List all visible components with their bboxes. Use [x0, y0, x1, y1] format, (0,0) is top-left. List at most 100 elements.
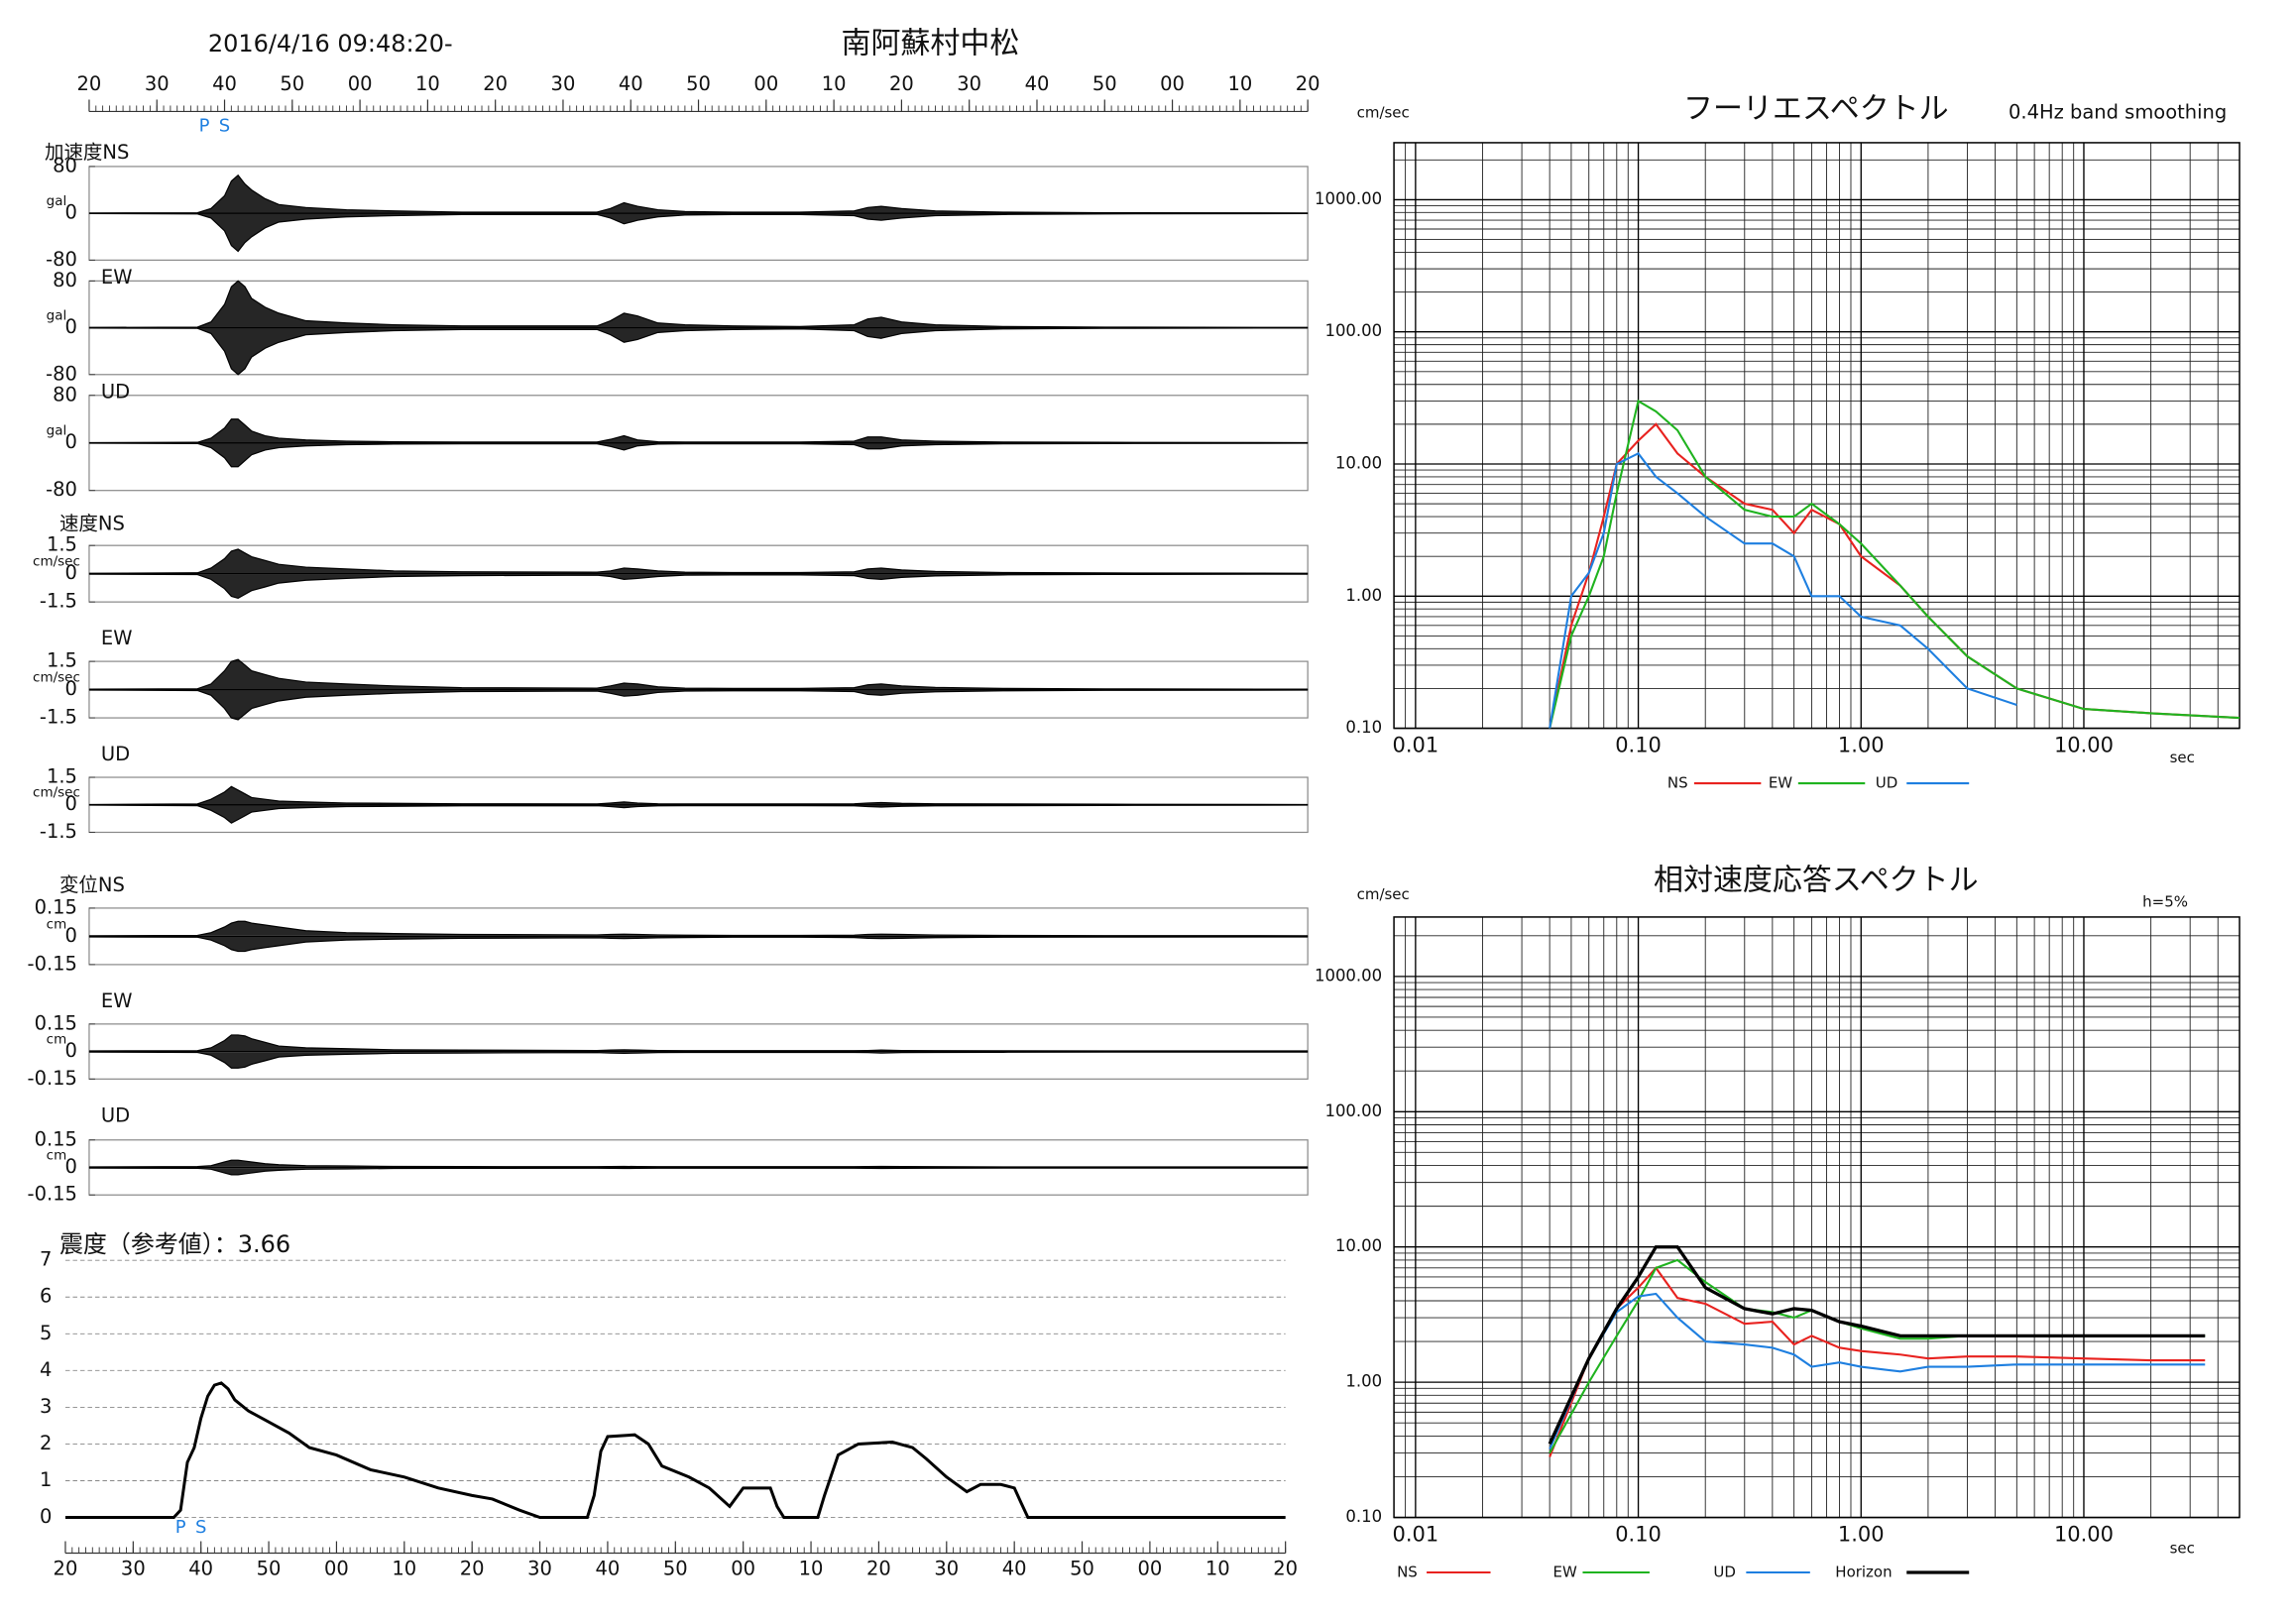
legend-label: EW — [1769, 774, 1792, 792]
y-tick-label: 3 — [40, 1395, 52, 1418]
waveform-envelope — [88, 573, 1309, 600]
panel-label: EW — [101, 989, 133, 1012]
waveform-envelope — [88, 212, 1309, 253]
y-tick-label: 0 — [65, 561, 77, 584]
panel-label: UD — [101, 743, 130, 765]
y-tick-label: 10.00 — [1335, 1236, 1382, 1255]
waveform-envelope — [88, 936, 1309, 953]
legend-label: EW — [1552, 1564, 1576, 1581]
fourier-title: フーリエスペクトル — [1683, 91, 1949, 126]
y-tick-label: 0.15 — [35, 1127, 77, 1150]
waveform-envelope — [88, 280, 1309, 328]
y-tick-label: 1 — [40, 1468, 52, 1491]
x-tick-label: 0.01 — [1393, 734, 1439, 757]
x-tick-label: 30 — [957, 72, 981, 95]
station-title: 南阿蘇村中松 — [841, 27, 1019, 61]
unit-label: cm — [47, 916, 67, 932]
x-tick-label: 00 — [324, 1558, 349, 1580]
panel-label: UD — [101, 1103, 130, 1126]
y-tick-label: 0 — [65, 201, 77, 224]
x-tick-label: 40 — [1002, 1558, 1027, 1580]
y-tick-label: -1.5 — [40, 706, 77, 729]
unit-label: cm — [47, 1032, 67, 1048]
y-tick-label: 0 — [40, 1505, 52, 1528]
x-tick-label: 10 — [799, 1558, 824, 1580]
y-tick-label: 0 — [65, 315, 77, 338]
plot-frame — [1393, 142, 2240, 730]
phase-marker: P — [199, 115, 210, 136]
x-tick-label: 0.10 — [1615, 734, 1662, 757]
panel-label: UD — [101, 380, 130, 403]
y-tick-label: -0.15 — [28, 1067, 77, 1090]
y-tick-label: -80 — [46, 248, 77, 271]
y-tick-label: 100.00 — [1324, 321, 1382, 340]
y-tick-label: 1000.00 — [1315, 966, 1382, 985]
y-tick-label: 1000.00 — [1315, 189, 1382, 208]
x-tick-label: 00 — [1160, 72, 1185, 95]
waveform-envelope — [88, 442, 1309, 468]
response-title: 相対速度応答スペクトル — [1654, 863, 1979, 897]
y-tick-label: 2 — [40, 1432, 52, 1454]
x-tick-label: 30 — [121, 1558, 146, 1580]
intensity-title: 震度（参考値）：3.66 — [59, 1230, 290, 1258]
y-tick-label: 0.10 — [1345, 1507, 1382, 1526]
waveform-envelope — [88, 920, 1309, 937]
y-tick-label: 1.00 — [1345, 586, 1382, 605]
unit-label: gal — [47, 193, 67, 209]
y-tick-label: 5 — [40, 1322, 52, 1344]
unit-label: cm/sec — [33, 554, 80, 570]
panel-label: EW — [101, 627, 133, 649]
x-tick-label: 00 — [348, 72, 373, 95]
y-tick-label: 0 — [65, 1039, 77, 1062]
x-tick-label: 20 — [1273, 1558, 1298, 1580]
waveform-envelope — [88, 1034, 1309, 1052]
panel-label: 加速度NS — [45, 141, 129, 164]
y-tick-label: 0.15 — [35, 895, 77, 918]
y-tick-label: -1.5 — [40, 820, 77, 843]
legend-label: UD — [1713, 1564, 1736, 1581]
y-tick-label: -80 — [46, 478, 77, 501]
x-tick-label: 10 — [392, 1558, 416, 1580]
panel-label: EW — [101, 266, 133, 289]
y-tick-label: 0.15 — [35, 1011, 77, 1034]
y-tick-label: 0 — [65, 924, 77, 947]
waveform-envelope — [88, 327, 1309, 376]
unit-label: cm — [47, 1148, 67, 1164]
x-tick-label: 10 — [415, 72, 440, 95]
unit-label: gal — [47, 423, 67, 439]
y-tick-label: 0.10 — [1345, 718, 1382, 737]
y-tick-label: 1.5 — [47, 533, 77, 556]
x-tick-label: 40 — [212, 72, 237, 95]
series-line — [1549, 1266, 2206, 1457]
waveform-envelope — [88, 548, 1309, 574]
x-tick-label: 10.00 — [2054, 734, 2114, 757]
x-tick-label: 50 — [257, 1558, 282, 1580]
phase-marker: S — [219, 115, 230, 136]
unit-label: cm/sec — [33, 670, 80, 686]
series-line — [1549, 1292, 2206, 1450]
x-tick-label: 40 — [1025, 72, 1050, 95]
record-time: 2016/4/16 09:48:20- — [208, 30, 453, 58]
annotation: h=5% — [2142, 892, 2188, 910]
series-line — [1549, 1258, 2206, 1453]
y-tick-label: 1.5 — [47, 649, 77, 672]
x-tick-label: 10 — [822, 72, 847, 95]
x-tick-label: 1.00 — [1838, 734, 1885, 757]
x-tick-label: 0.01 — [1393, 1523, 1439, 1547]
phase-marker: S — [195, 1517, 206, 1538]
intensity-line — [64, 1381, 1286, 1520]
phase-marker: P — [175, 1517, 186, 1538]
x-tick-label: 20 — [1296, 72, 1320, 95]
x-tick-label: 10.00 — [2054, 1523, 2114, 1547]
fourier-subtitle: 0.4Hz band smoothing — [2009, 100, 2227, 123]
x-tick-label: 10 — [1227, 72, 1252, 95]
legend-label: NS — [1667, 774, 1688, 792]
x-tick-label: 50 — [686, 72, 711, 95]
waveform-envelope — [88, 418, 1309, 444]
y-tick-label: 1.5 — [47, 765, 77, 788]
x-tick-label: 20 — [460, 1558, 485, 1580]
y-tick-label: 100.00 — [1324, 1101, 1382, 1120]
y-tick-label: 80 — [53, 269, 77, 291]
y-axis-label: cm/sec — [1357, 885, 1410, 903]
